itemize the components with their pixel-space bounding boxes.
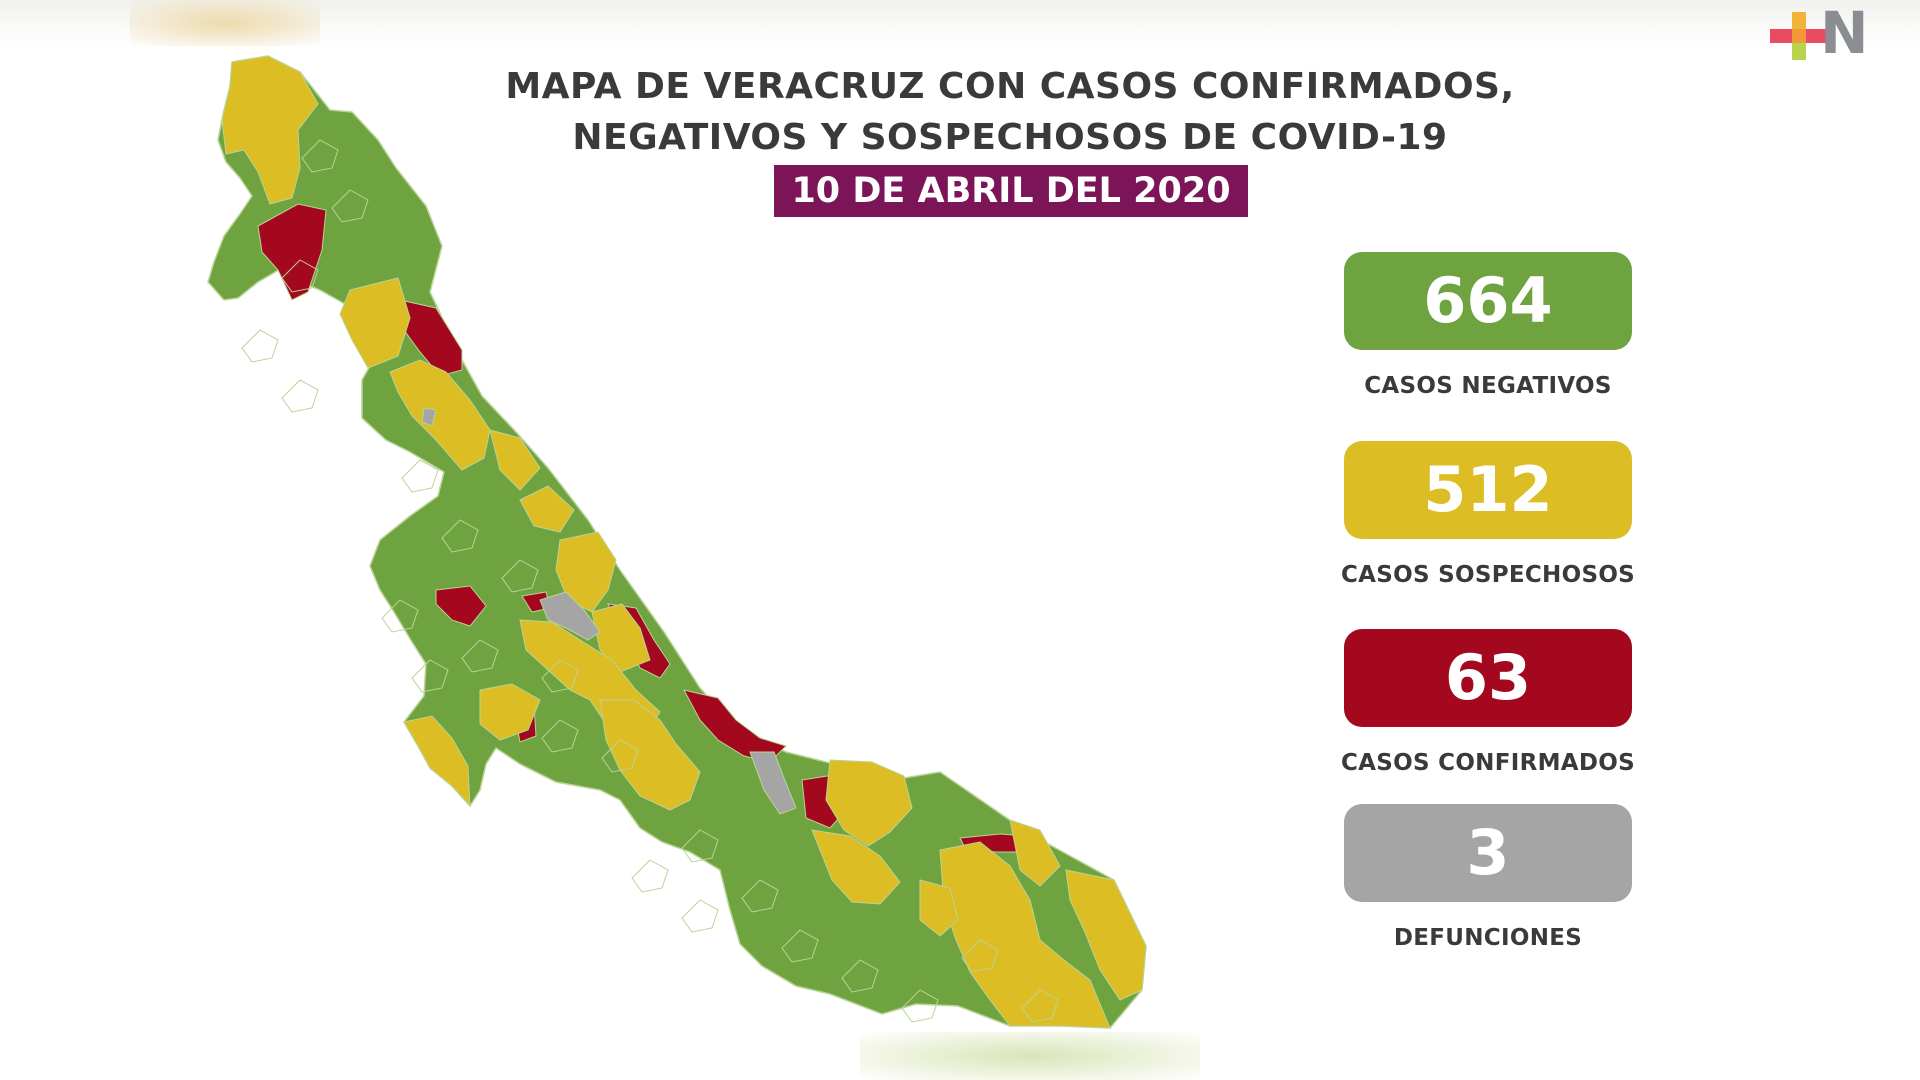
top-left-glow — [130, 0, 320, 46]
map-region-suspect — [489, 429, 541, 491]
municipality-border — [841, 959, 879, 993]
channel-logo: N — [1766, 4, 1876, 62]
municipality-border — [541, 659, 579, 693]
stat-box-confirmed: 63 — [1344, 629, 1632, 727]
plus-icon-lower — [1792, 43, 1806, 60]
logo-letter: N — [1820, 0, 1869, 67]
map-region-death — [421, 407, 437, 427]
stat-box-negative: 664 — [1344, 252, 1632, 350]
municipality-border — [281, 259, 319, 293]
municipality-border — [741, 879, 779, 913]
plus-icon-center — [1792, 29, 1806, 43]
map-region-suspect — [389, 359, 491, 471]
map-region-suspect — [1009, 819, 1061, 887]
municipality-border — [411, 659, 449, 693]
map-region-death — [539, 591, 601, 641]
map-region-suspect — [403, 715, 471, 808]
stat-label-deaths: DEFUNCIONES — [1393, 925, 1583, 951]
municipality-border — [501, 559, 539, 593]
municipality-border — [681, 899, 719, 933]
map-region-confirmed — [257, 203, 327, 301]
map-region-death — [749, 751, 797, 815]
stat-label-negative: CASOS NEGATIVOS — [1364, 373, 1612, 399]
municipality-border — [681, 829, 719, 863]
municipality-border — [331, 189, 369, 223]
municipality-border — [601, 739, 639, 773]
map-region-suspect — [339, 277, 411, 369]
top-frame-bar — [0, 0, 1920, 46]
map-region-suspect — [825, 759, 913, 847]
map-region-suspect — [599, 699, 701, 811]
map-title-line1: MAPA DE VERACRUZ CON CASOS CONFIRMADOS, — [505, 66, 1515, 107]
map-region-suspect — [479, 683, 541, 741]
map-region-confirmed — [399, 299, 463, 377]
municipality-borders — [241, 139, 1059, 1023]
stat-box-suspect: 512 — [1344, 441, 1632, 539]
map-region-suspect — [1065, 869, 1147, 1001]
map-region-suspect — [811, 829, 901, 905]
municipality-border — [241, 329, 279, 363]
municipality-border — [281, 379, 319, 413]
municipality-border — [541, 719, 579, 753]
map-region-suspect — [939, 841, 1111, 1029]
map-title-line2: NEGATIVOS Y SOSPECHOSOS DE COVID-19 — [572, 117, 1448, 158]
municipality-border — [1021, 989, 1059, 1023]
map-region-suspect — [555, 531, 617, 613]
map-region-confirmed — [683, 689, 787, 763]
bottom-glow — [860, 1032, 1200, 1080]
municipality-border — [381, 599, 419, 633]
municipality-border — [401, 459, 439, 493]
map-region-suspect — [221, 55, 319, 205]
stat-box-deaths: 3 — [1344, 804, 1632, 902]
stat-label-confirmed: CASOS CONFIRMADOS — [1340, 750, 1636, 776]
municipality-border — [901, 989, 939, 1023]
municipality-border — [781, 929, 819, 963]
municipality-border — [301, 139, 339, 173]
map-region-suspect — [519, 485, 575, 533]
stat-label-suspect: CASOS SOSPECHOSOS — [1340, 562, 1636, 588]
municipality-border — [461, 639, 499, 673]
map-layer-deaths — [421, 407, 797, 815]
map-region-confirmed — [435, 585, 487, 627]
map-region-suspect — [591, 603, 651, 673]
date-banner: 10 DE ABRIL DEL 2020 — [774, 165, 1248, 217]
municipality-border — [631, 859, 669, 893]
map-region-suspect — [919, 879, 959, 937]
map-layer-suspect — [221, 55, 1147, 1029]
municipality-border — [961, 939, 999, 973]
municipality-border — [441, 519, 479, 553]
